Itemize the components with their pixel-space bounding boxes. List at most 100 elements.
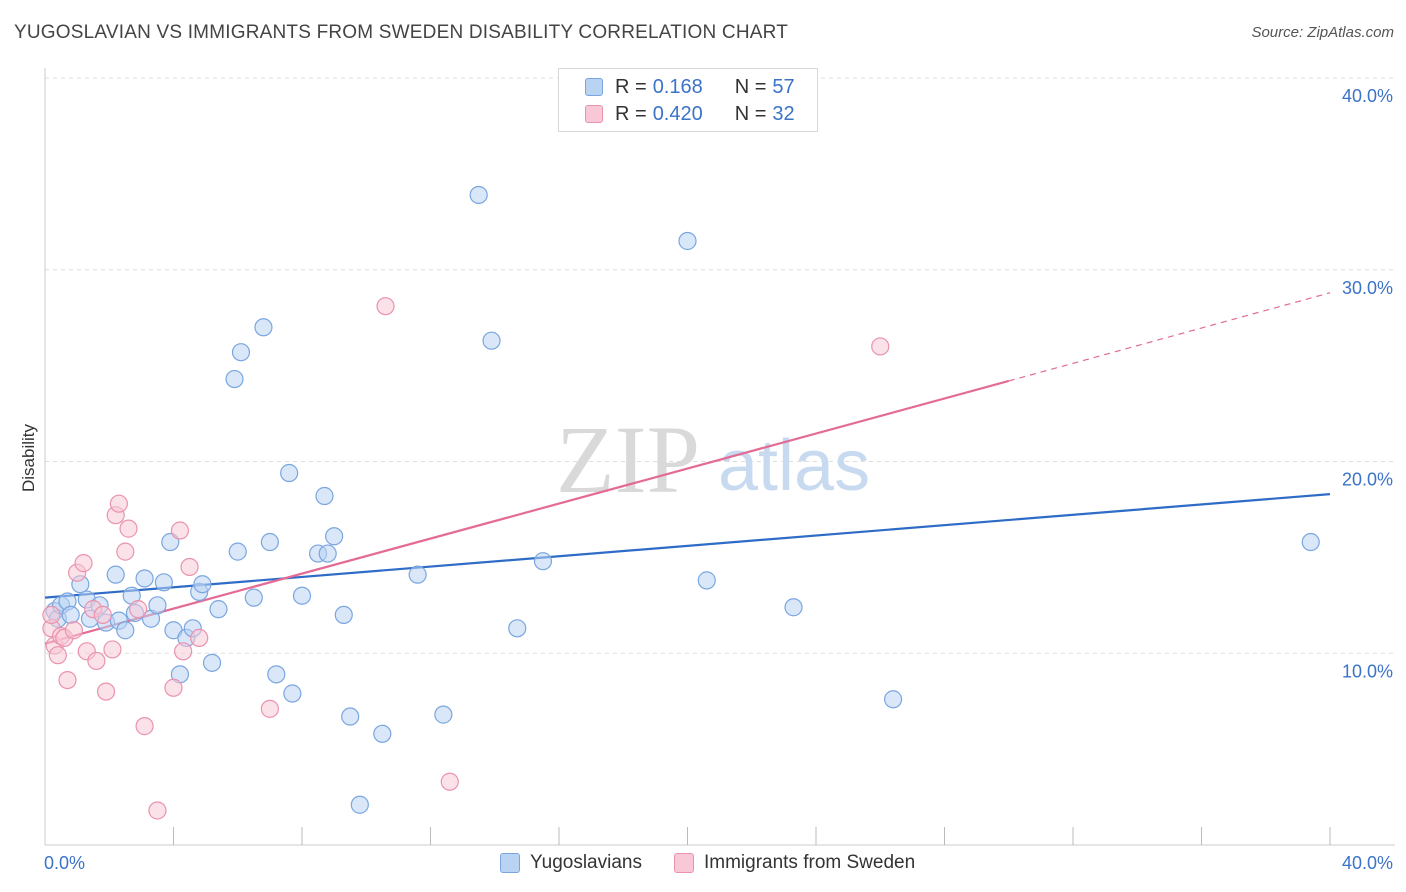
point-yugoslavians <box>350 795 369 814</box>
point-yugoslavians <box>434 705 453 724</box>
series-legend: Yugoslavians Immigrants from Sweden <box>500 852 947 874</box>
point-yugoslavians <box>202 653 222 672</box>
source-label: Source: ZipAtlas.com <box>1251 24 1394 41</box>
point-sweden <box>190 628 209 648</box>
point-yugoslavians <box>148 596 167 615</box>
point-yugoslavians <box>260 532 279 552</box>
n-value: 57 <box>772 75 795 98</box>
point-sweden <box>103 640 122 659</box>
point-sweden <box>64 621 84 640</box>
point-sweden <box>74 554 93 573</box>
point-yugoslavians <box>193 575 212 594</box>
point-yugoslavians <box>533 552 553 571</box>
point-yugoslavians <box>408 565 427 584</box>
point-yugoslavians <box>469 185 488 205</box>
stats-row-yugoslavians: R = 0.168 N = 57 <box>585 75 813 99</box>
point-yugoslavians <box>135 569 154 588</box>
point-yugoslavians <box>244 588 263 607</box>
point-yugoslavians <box>228 542 247 561</box>
n-label: N = <box>734 75 767 98</box>
point-sweden <box>260 699 279 718</box>
point-sweden <box>871 337 890 356</box>
y-tick-label: 30.0% <box>1342 278 1393 298</box>
axes <box>44 68 1395 846</box>
point-sweden <box>109 494 128 513</box>
point-yugoslavians <box>341 707 360 726</box>
point-yugoslavians <box>267 665 286 684</box>
point-sweden <box>87 651 106 671</box>
point-sweden <box>58 670 77 690</box>
n-label: N = <box>734 102 767 125</box>
stats-legend: R = 0.168 N = 57 R = 0.420 N = 32 <box>558 68 818 132</box>
legend-label: Yugoslavians <box>530 852 642 873</box>
point-yugoslavians <box>231 343 251 362</box>
grid-lines <box>45 77 1395 654</box>
data-points <box>42 185 1320 820</box>
legend-swatch-blue <box>585 78 603 96</box>
point-yugoslavians <box>225 369 244 389</box>
point-yugoslavians <box>209 600 228 619</box>
point-yugoslavians <box>1301 532 1320 552</box>
point-yugoslavians <box>334 605 353 625</box>
point-sweden <box>148 801 167 820</box>
y-tick-label: 10.0% <box>1342 661 1393 681</box>
point-yugoslavians <box>325 527 344 546</box>
stats-row-sweden: R = 0.420 N = 32 <box>585 102 813 126</box>
point-sweden <box>42 605 61 625</box>
point-sweden <box>164 678 183 697</box>
point-yugoslavians <box>61 605 80 625</box>
point-yugoslavians <box>106 565 125 584</box>
point-yugoslavians <box>697 571 716 590</box>
legend-label: Immigrants from Sweden <box>703 852 916 873</box>
point-sweden <box>119 519 138 538</box>
point-sweden <box>135 717 154 736</box>
trendline-sweden <box>1008 292 1331 382</box>
legend-swatch-pink <box>585 105 603 123</box>
watermark: ZIP atlas <box>556 406 870 513</box>
trendline-sweden <box>44 379 1010 645</box>
y-tick-label: 40.0% <box>1342 86 1393 106</box>
point-sweden <box>174 642 193 661</box>
point-yugoslavians <box>482 331 501 350</box>
point-yugoslavians <box>254 318 273 337</box>
point-yugoslavians <box>508 619 527 638</box>
legend-swatch-pink <box>673 853 694 873</box>
r-value: 0.420 <box>652 102 703 125</box>
point-yugoslavians <box>373 724 392 743</box>
trendline-yugoslavians <box>44 493 1331 599</box>
r-label: R = <box>615 75 647 98</box>
point-yugoslavians <box>318 544 337 563</box>
point-yugoslavians <box>283 684 302 703</box>
point-sweden <box>170 521 190 540</box>
point-yugoslavians <box>784 598 803 617</box>
point-sweden <box>440 772 459 791</box>
point-sweden <box>129 600 148 619</box>
x-tick-label: 40.0% <box>1342 853 1393 873</box>
point-sweden <box>116 542 135 561</box>
point-sweden <box>376 297 395 316</box>
point-yugoslavians <box>116 621 135 640</box>
chart-title: YUGOSLAVIAN VS IMMIGRANTS FROM SWEDEN DI… <box>14 22 789 43</box>
n-value: 32 <box>772 102 795 125</box>
y-tick-label: 20.0% <box>1342 470 1393 490</box>
trend-lines <box>44 292 1331 645</box>
r-value: 0.168 <box>652 75 703 98</box>
legend-item-yugoslavians: Yugoslavians <box>500 852 642 874</box>
point-yugoslavians <box>154 573 173 592</box>
point-sweden <box>48 646 67 665</box>
point-yugoslavians <box>883 690 903 709</box>
point-yugoslavians <box>280 463 299 483</box>
r-label: R = <box>615 102 647 125</box>
point-sweden <box>96 682 116 701</box>
x-tick-labels: 0.0% 40.0% <box>44 853 1393 873</box>
watermark-zip: ZIP <box>556 406 700 513</box>
point-yugoslavians <box>678 231 697 251</box>
y-axis-label: Disability <box>19 423 38 492</box>
point-yugoslavians <box>292 586 312 605</box>
point-yugoslavians <box>315 486 334 506</box>
point-sweden <box>180 557 199 577</box>
point-sweden <box>93 605 112 625</box>
x-tick-label: 0.0% <box>44 853 85 873</box>
legend-swatch-blue <box>500 853 520 873</box>
